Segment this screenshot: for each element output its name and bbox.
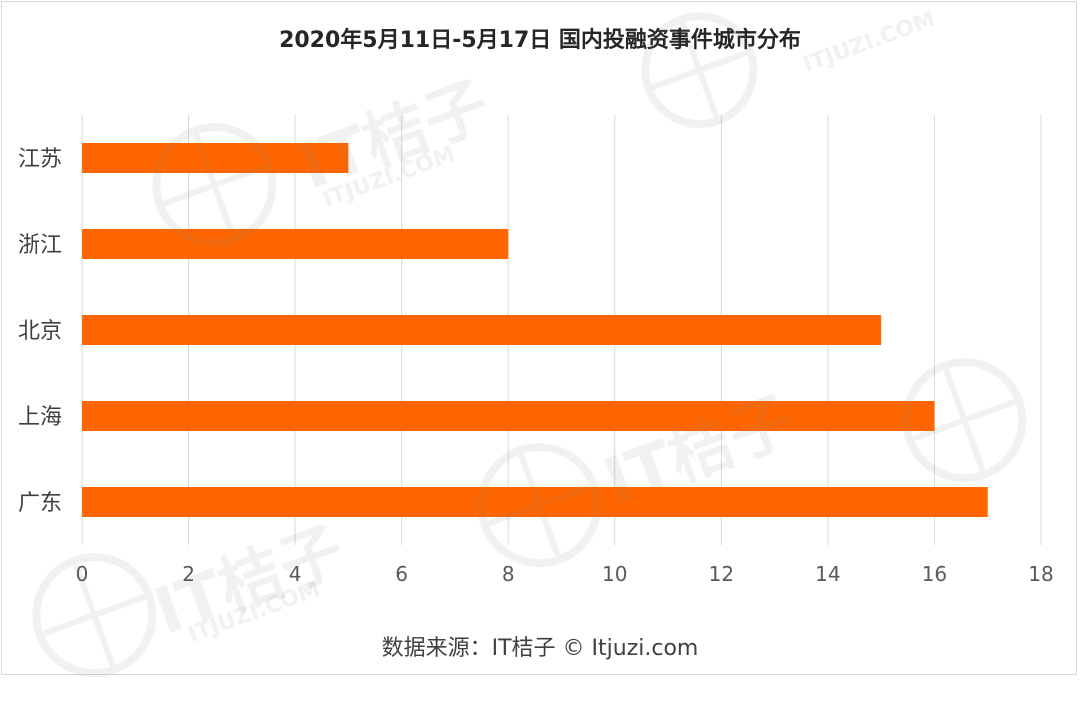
source-note: 数据来源：IT桔子 © Itjuzi.com — [381, 636, 699, 661]
x-tick-label: 8 — [502, 562, 515, 586]
bars — [82, 143, 988, 517]
y-category-label: 北京 — [18, 319, 62, 344]
x-axis-labels: 0 2 4 6 8 10 12 14 16 18 — [76, 562, 1054, 586]
x-tick-label: 14 — [815, 562, 840, 586]
gridlines — [81, 115, 1042, 545]
bar — [82, 401, 935, 431]
x-tick-label: 4 — [289, 562, 302, 586]
bar — [82, 229, 509, 259]
chart-frame — [1, 1, 1077, 675]
x-tick-label: 18 — [1028, 562, 1053, 586]
x-tick-label: 6 — [395, 562, 408, 586]
bar — [82, 315, 882, 345]
bar — [82, 143, 349, 173]
bar — [82, 487, 988, 517]
y-category-label: 上海 — [18, 405, 62, 430]
y-category-label: 广东 — [18, 491, 62, 516]
y-category-label: 江苏 — [18, 147, 62, 172]
x-tick-label: 12 — [709, 562, 734, 586]
chart-title: 2020年5月11日-5月17日 国内投融资事件城市分布 — [279, 28, 801, 53]
x-tick-label: 0 — [76, 562, 89, 586]
x-tick-label: 16 — [922, 562, 947, 586]
x-tick-label: 2 — [182, 562, 195, 586]
x-tick-label: 10 — [602, 562, 627, 586]
y-category-label: 浙江 — [18, 233, 62, 258]
